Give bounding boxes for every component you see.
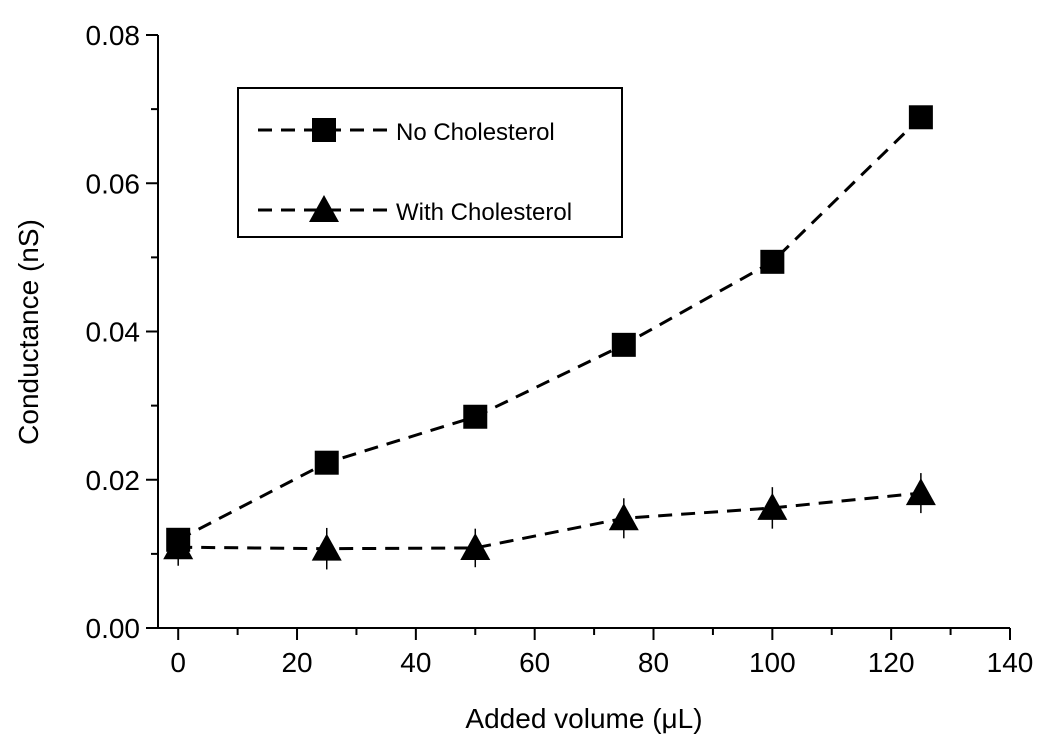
x-tick-label: 20 [281, 647, 312, 678]
x-tick-label: 120 [868, 647, 915, 678]
data-point [905, 478, 936, 506]
x-tick-label: 40 [400, 647, 431, 678]
legend-marker [312, 118, 336, 142]
legend-box [237, 87, 623, 238]
data-point [760, 249, 785, 274]
x-tick-label: 100 [749, 647, 796, 678]
y-tick-label: 0.00 [86, 613, 141, 644]
data-point [908, 105, 933, 130]
data-point [608, 503, 639, 531]
data-point [460, 532, 491, 560]
data-point [463, 404, 488, 429]
x-tick-label: 60 [519, 647, 550, 678]
y-tick-label: 0.06 [86, 168, 141, 199]
data-point [311, 533, 342, 561]
y-tick-label: 0.04 [86, 317, 141, 348]
x-tick-label: 140 [987, 647, 1034, 678]
series-line [178, 491, 922, 551]
y-tick-label: 0.08 [86, 20, 141, 51]
legend-label: With Cholesterol [396, 199, 572, 226]
series-line [177, 116, 922, 542]
data-point [611, 332, 636, 357]
x-axis-label: Added volume (μL) [465, 703, 702, 734]
x-tick-label: 80 [638, 647, 669, 678]
y-tick-label: 0.02 [86, 465, 141, 496]
data-point [314, 450, 339, 475]
y-axis-label: Conductance (nS) [13, 219, 44, 445]
legend-marker [309, 195, 339, 222]
x-tick-label: 0 [170, 647, 186, 678]
data-point [163, 532, 194, 560]
data-point [757, 492, 788, 520]
legend-label: No Cholesterol [396, 119, 555, 146]
